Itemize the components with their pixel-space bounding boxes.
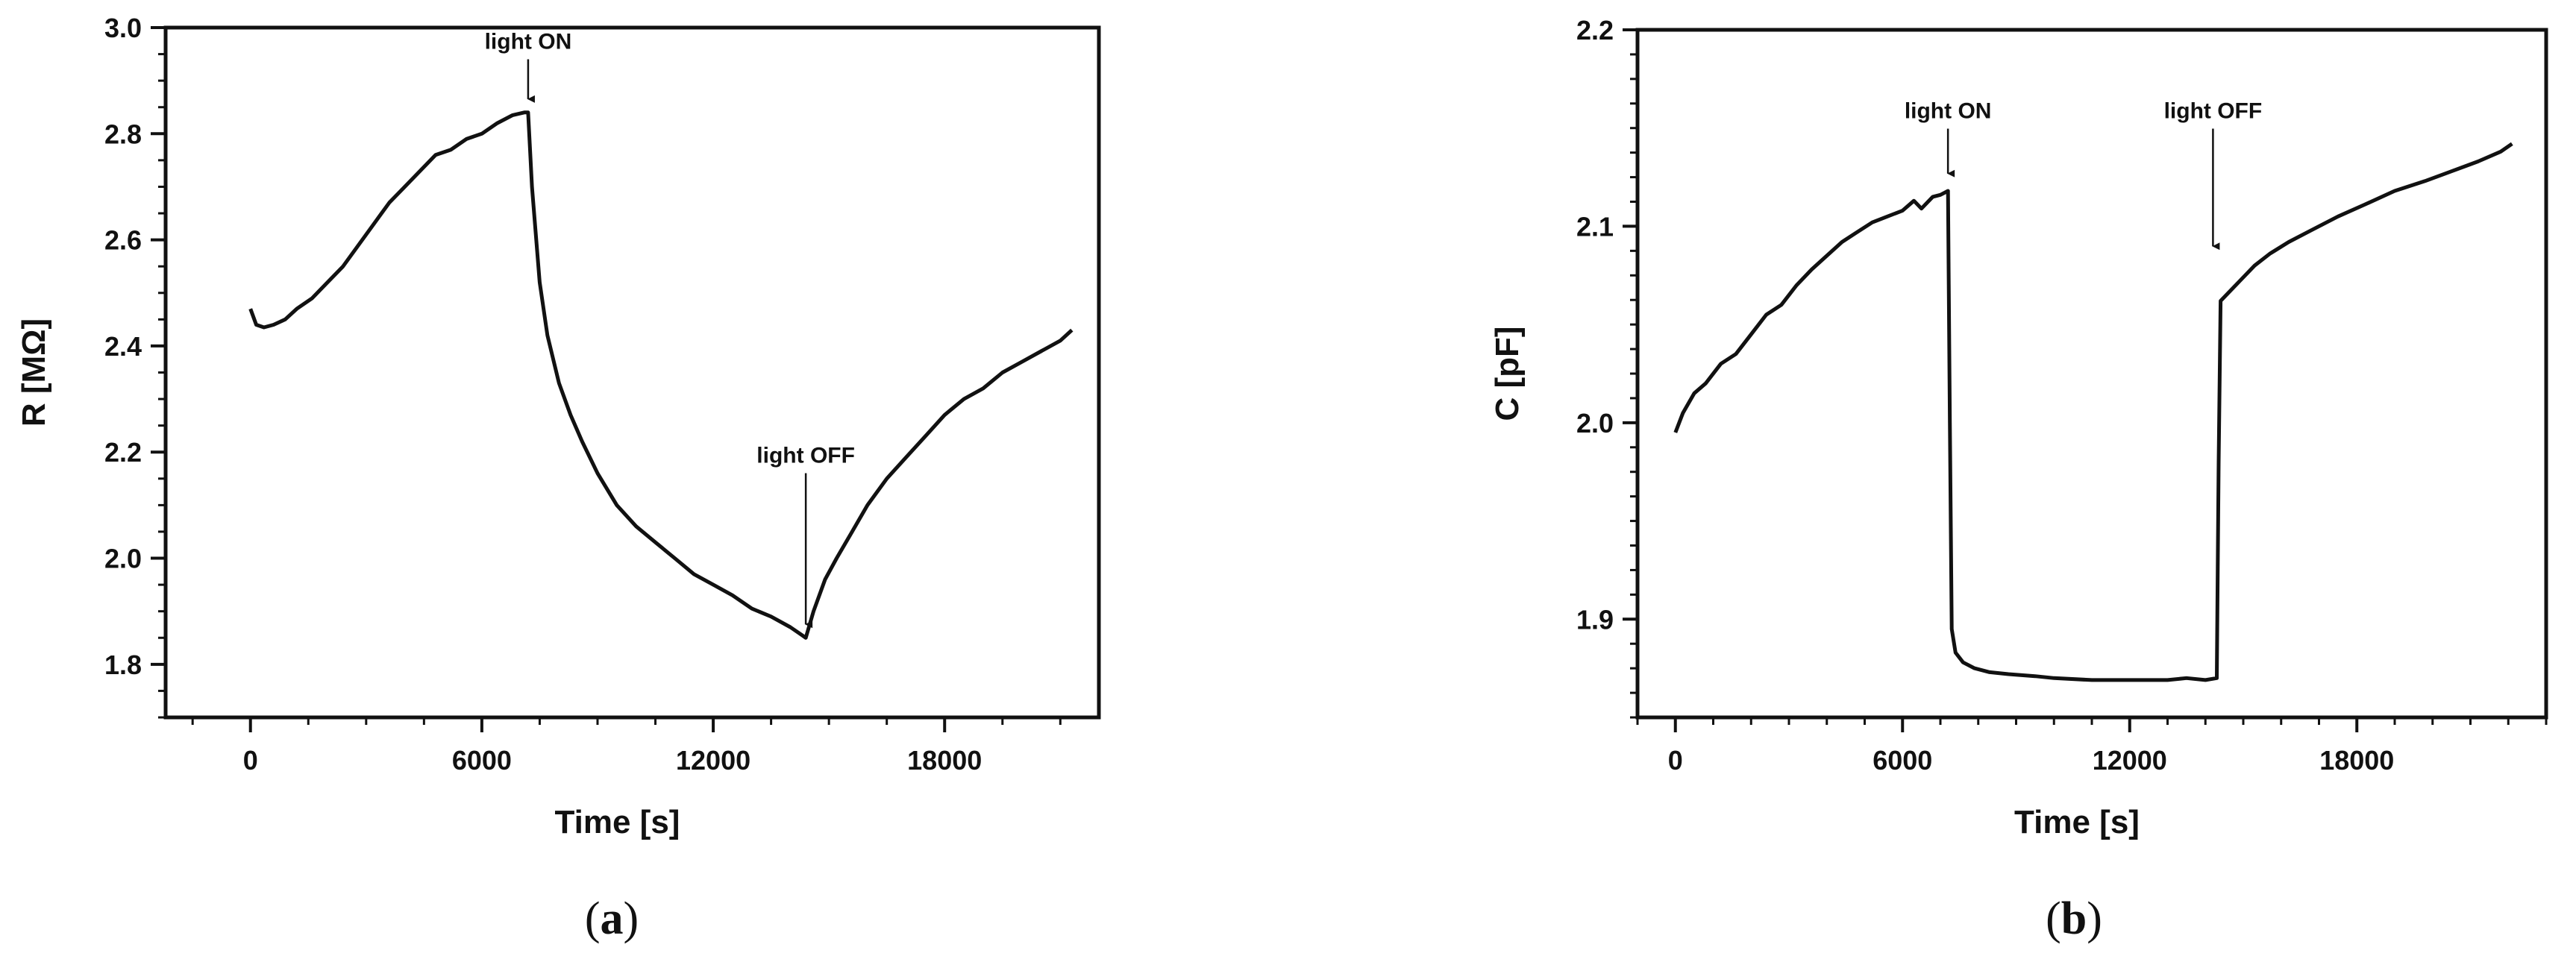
- annotation-label: light ON: [1905, 99, 1992, 124]
- x-tick-label: 0: [1668, 745, 1683, 776]
- chart-panel-b: 1.9 2.0 2.1 2.2 0 6000 12000 18000 Time [s] C [pF…: [1489, 15, 2548, 944]
- plot-frame: [1635, 28, 2548, 720]
- y-tick-label: 2.6: [104, 225, 142, 256]
- y-tick-label: 3.0: [104, 13, 142, 43]
- annotation-label: light OFF: [2164, 99, 2263, 124]
- x-tick-label: 0: [243, 745, 258, 776]
- y-axis-title: R [MΩ]: [16, 318, 52, 427]
- x-tick-label: 12000: [676, 745, 750, 776]
- panel-label: (b): [2046, 893, 2102, 944]
- y-tick-label: 1.8: [104, 650, 142, 680]
- y-tick-label: 1.9: [1576, 604, 1614, 635]
- y-tick-label: 2.8: [104, 119, 142, 149]
- y-tick-label: 2.1: [1576, 211, 1614, 242]
- x-axis-title: Time [s]: [555, 804, 680, 840]
- plot-frame: [163, 25, 1101, 720]
- y-tick-label: 2.0: [104, 544, 142, 574]
- x-axis-title: Time [s]: [2014, 804, 2140, 840]
- y-axis-title: C [pF]: [1489, 326, 1526, 421]
- x-tick-label: 12000: [2093, 745, 2167, 776]
- y-tick-label: 2.2: [104, 437, 142, 468]
- x-tick-label: 6000: [1873, 745, 1932, 776]
- chart-panel-a: 1.8 2.0 2.2 2.4 2.6 2.8 3.0 0 6000 12000 18000 Time…: [16, 13, 1101, 944]
- annotation-label: light ON: [485, 29, 572, 54]
- x-tick-label: 6000: [452, 745, 512, 776]
- y-tick-label: 2.4: [104, 331, 142, 362]
- series-line: [1673, 142, 2513, 682]
- y-tick-label: 2.0: [1576, 408, 1614, 438]
- y-tick-label: 2.2: [1576, 15, 1614, 45]
- x-tick-label: 18000: [2319, 745, 2394, 776]
- annotation-label: light OFF: [756, 443, 855, 468]
- panel-label: (a): [585, 893, 639, 944]
- series-line: [248, 110, 1074, 640]
- x-tick-label: 18000: [907, 745, 982, 776]
